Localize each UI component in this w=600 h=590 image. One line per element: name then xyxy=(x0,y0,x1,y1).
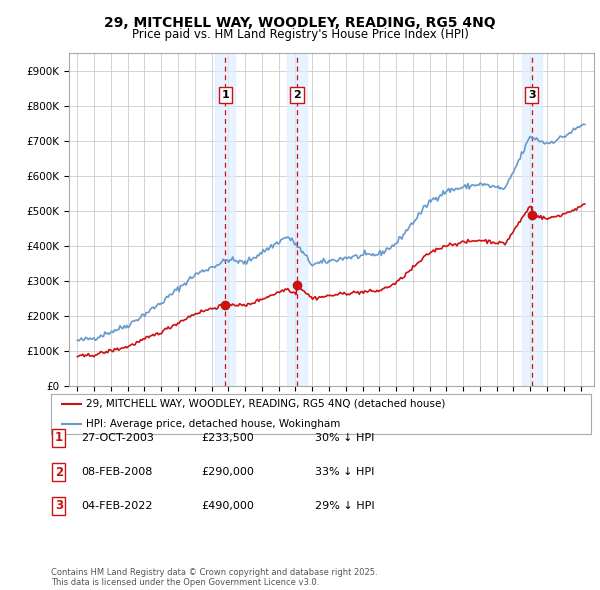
Text: 08-FEB-2008: 08-FEB-2008 xyxy=(81,467,152,477)
Text: 04-FEB-2022: 04-FEB-2022 xyxy=(81,501,152,510)
Text: 1: 1 xyxy=(221,90,229,100)
Text: 29% ↓ HPI: 29% ↓ HPI xyxy=(315,501,374,510)
Text: 2: 2 xyxy=(55,466,63,478)
Text: 1: 1 xyxy=(55,431,63,444)
Text: 27-OCT-2003: 27-OCT-2003 xyxy=(81,433,154,442)
Bar xyxy=(287,53,307,386)
Text: 29, MITCHELL WAY, WOODLEY, READING, RG5 4NQ: 29, MITCHELL WAY, WOODLEY, READING, RG5 … xyxy=(104,16,496,30)
Text: 3: 3 xyxy=(55,499,63,512)
Text: 30% ↓ HPI: 30% ↓ HPI xyxy=(315,433,374,442)
Bar xyxy=(522,53,542,386)
Text: 2: 2 xyxy=(293,90,301,100)
Text: £290,000: £290,000 xyxy=(201,467,254,477)
Text: £490,000: £490,000 xyxy=(201,501,254,510)
Text: 33% ↓ HPI: 33% ↓ HPI xyxy=(315,467,374,477)
Text: 29, MITCHELL WAY, WOODLEY, READING, RG5 4NQ (detached house): 29, MITCHELL WAY, WOODLEY, READING, RG5 … xyxy=(86,399,445,408)
Text: 3: 3 xyxy=(528,90,536,100)
Text: Price paid vs. HM Land Registry's House Price Index (HPI): Price paid vs. HM Land Registry's House … xyxy=(131,28,469,41)
Bar xyxy=(215,53,235,386)
Text: Contains HM Land Registry data © Crown copyright and database right 2025.
This d: Contains HM Land Registry data © Crown c… xyxy=(51,568,377,587)
Text: £233,500: £233,500 xyxy=(201,433,254,442)
Text: HPI: Average price, detached house, Wokingham: HPI: Average price, detached house, Woki… xyxy=(86,419,340,428)
